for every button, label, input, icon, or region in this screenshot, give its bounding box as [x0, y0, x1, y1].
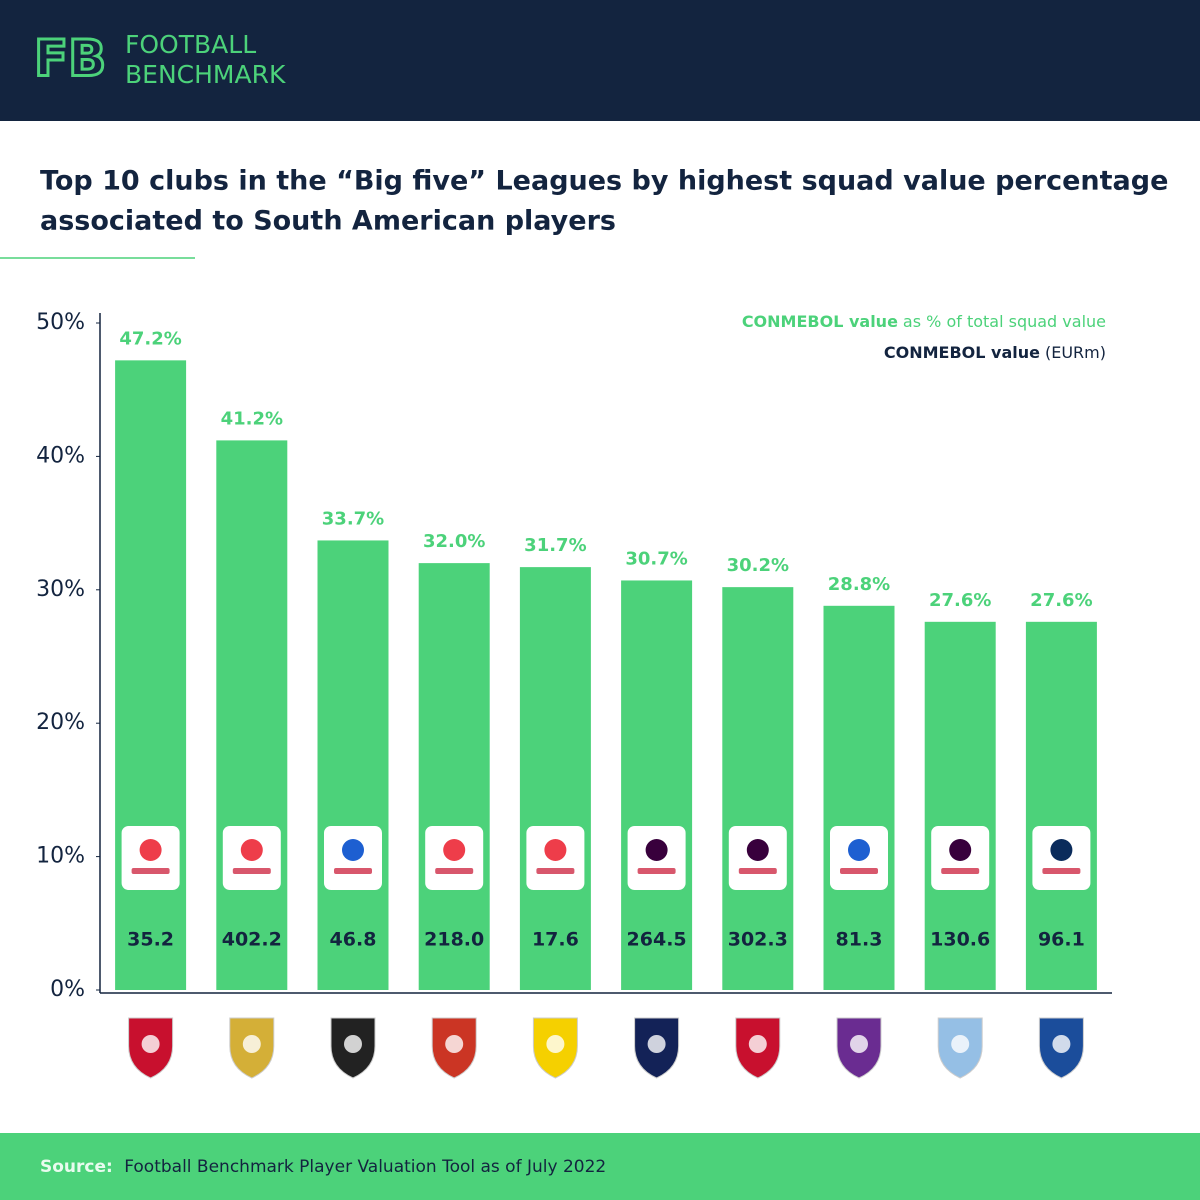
- value-label: 47.2%: [119, 328, 181, 349]
- club-logo-detail: [242, 1035, 261, 1053]
- eur-value-label: 130.6: [930, 929, 990, 951]
- legend-entry: CONMEBOL value as % of total squad value: [742, 312, 1106, 331]
- club-logo-detail: [445, 1035, 464, 1053]
- bar: [1025, 621, 1097, 990]
- league-logo-icon: [342, 839, 364, 861]
- y-tick-label: 20%: [36, 710, 85, 735]
- league-logo-icon: [949, 839, 972, 861]
- header-bar: [0, 0, 1200, 121]
- legend-bold: CONMEBOL value: [742, 312, 898, 331]
- value-label: 31.7%: [524, 535, 586, 556]
- source: Source: Football Benchmark Player Valuat…: [40, 1157, 606, 1177]
- legend-text: (EURm): [1045, 343, 1106, 362]
- club-logo-detail: [647, 1035, 666, 1053]
- league-logo-text: [637, 868, 676, 874]
- league-logo-text: [232, 868, 271, 874]
- chart-title: associated to South American players: [40, 206, 616, 237]
- brand-text: FOOTBALL: [125, 30, 256, 59]
- legend-text: as % of total squad value: [903, 312, 1106, 331]
- bar: [621, 580, 693, 990]
- eur-value-label: 218.0: [424, 929, 484, 951]
- league-logo-icon: [139, 839, 162, 861]
- club-logo-detail: [1052, 1035, 1071, 1053]
- bar: [924, 621, 996, 990]
- value-label: 28.8%: [828, 574, 890, 595]
- y-tick-label: 30%: [36, 577, 85, 602]
- bar: [418, 563, 490, 990]
- league-logo-icon: [240, 839, 263, 861]
- bar: [823, 605, 895, 990]
- club-logo-detail: [951, 1035, 970, 1053]
- y-tick-label: 10%: [36, 844, 85, 869]
- league-logo-text: [941, 868, 980, 874]
- club-logo-detail: [344, 1035, 362, 1053]
- source-text: Football Benchmark Player Valuation Tool…: [124, 1157, 606, 1177]
- league-logo-icon: [1050, 839, 1073, 861]
- bar: [115, 360, 187, 990]
- eur-value-label: 96.1: [1038, 929, 1085, 951]
- y-tick-label: 40%: [36, 443, 85, 468]
- league-logo-icon: [848, 839, 870, 861]
- value-label: 30.2%: [727, 555, 789, 576]
- club-logo-detail: [748, 1035, 767, 1053]
- eur-value-label: 17.6: [532, 929, 579, 951]
- league-logo-text: [334, 868, 372, 874]
- value-label: 27.6%: [1030, 590, 1092, 611]
- league-logo-text: [435, 868, 474, 874]
- value-label: 27.6%: [929, 590, 991, 611]
- league-logo-icon: [645, 839, 668, 861]
- y-tick-label: 50%: [36, 310, 85, 335]
- league-logo-text: [131, 868, 170, 874]
- league-logo-text: [536, 868, 575, 874]
- chart-title: Top 10 clubs in the “Big five” Leagues b…: [40, 166, 1168, 197]
- legend-bold: CONMEBOL value: [884, 343, 1040, 362]
- eur-value-label: 46.8: [330, 929, 377, 951]
- value-label: 32.0%: [423, 531, 485, 552]
- eur-value-label: 402.2: [222, 929, 282, 951]
- bar: [519, 567, 591, 990]
- eur-value-label: 302.3: [728, 929, 788, 951]
- eur-value-label: 81.3: [836, 929, 883, 951]
- league-logo-text: [738, 868, 777, 874]
- bar: [722, 587, 794, 990]
- club-logo-detail: [141, 1035, 160, 1053]
- bar: [317, 540, 389, 990]
- league-logo-icon: [443, 839, 466, 861]
- eur-value-label: 35.2: [127, 929, 174, 951]
- logo-mark: FB: [34, 30, 106, 88]
- legend-entry: CONMEBOL value (EURm): [884, 343, 1106, 362]
- footer-bar: [0, 1133, 1200, 1200]
- club-logo-detail: [850, 1035, 868, 1053]
- league-logo-text: [1042, 868, 1081, 874]
- league-logo-icon: [544, 839, 567, 861]
- value-label: 30.7%: [625, 548, 687, 569]
- league-logo-text: [840, 868, 878, 874]
- y-tick-label: 0%: [50, 977, 85, 1002]
- club-logo-detail: [546, 1035, 565, 1053]
- source-label: Source:: [40, 1157, 113, 1177]
- bar: [216, 440, 288, 991]
- brand-text: BENCHMARK: [125, 60, 286, 89]
- value-label: 41.2%: [221, 408, 283, 429]
- league-logo-icon: [746, 839, 769, 861]
- eur-value-label: 264.5: [627, 929, 687, 951]
- value-label: 33.7%: [322, 508, 384, 529]
